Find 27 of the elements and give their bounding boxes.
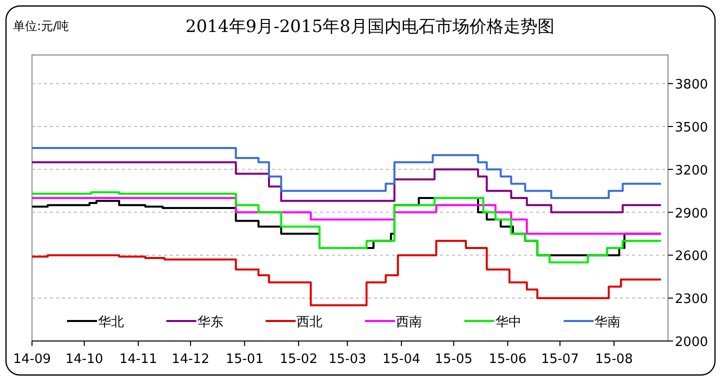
y-tick-label: 3800 [674,78,708,93]
x-tick-label: 15-02 [280,352,318,367]
y-tick-label: 2000 [674,335,708,350]
legend-label: 华南 [594,315,621,330]
legend-label: 华东 [197,315,224,330]
legend-label: 华北 [98,315,124,330]
legend-label: 西南 [396,315,422,330]
x-tick-label: 15-07 [541,352,579,367]
chart-title: 2014年9月-2015年8月国内电石市场价格走势图 [186,17,554,37]
legend-label: 西北 [296,315,323,330]
y-axis-title: 单位:元/吨 [13,19,70,33]
y-tick-label: 2900 [674,206,708,222]
y-tick-label: 3500 [674,120,708,136]
x-tick-label: 14-09 [13,352,51,367]
x-tick-label: 15-04 [382,352,420,367]
x-tick-label: 14-10 [65,352,104,367]
x-tick-label: 14-12 [172,352,210,367]
y-tick-label: 2600 [674,249,708,264]
x-tick-label: 14-11 [119,352,158,367]
legend-label: 华中 [495,315,522,330]
x-tick-label: 15-05 [434,352,473,367]
y-tick-label: 3200 [674,163,708,178]
y-tick-label: 2300 [674,292,708,308]
x-tick-label: 15-01 [226,352,264,367]
x-tick-label: 15-08 [595,352,633,367]
x-tick-label: 15-03 [328,352,366,367]
x-tick-label: 15-06 [488,352,527,367]
